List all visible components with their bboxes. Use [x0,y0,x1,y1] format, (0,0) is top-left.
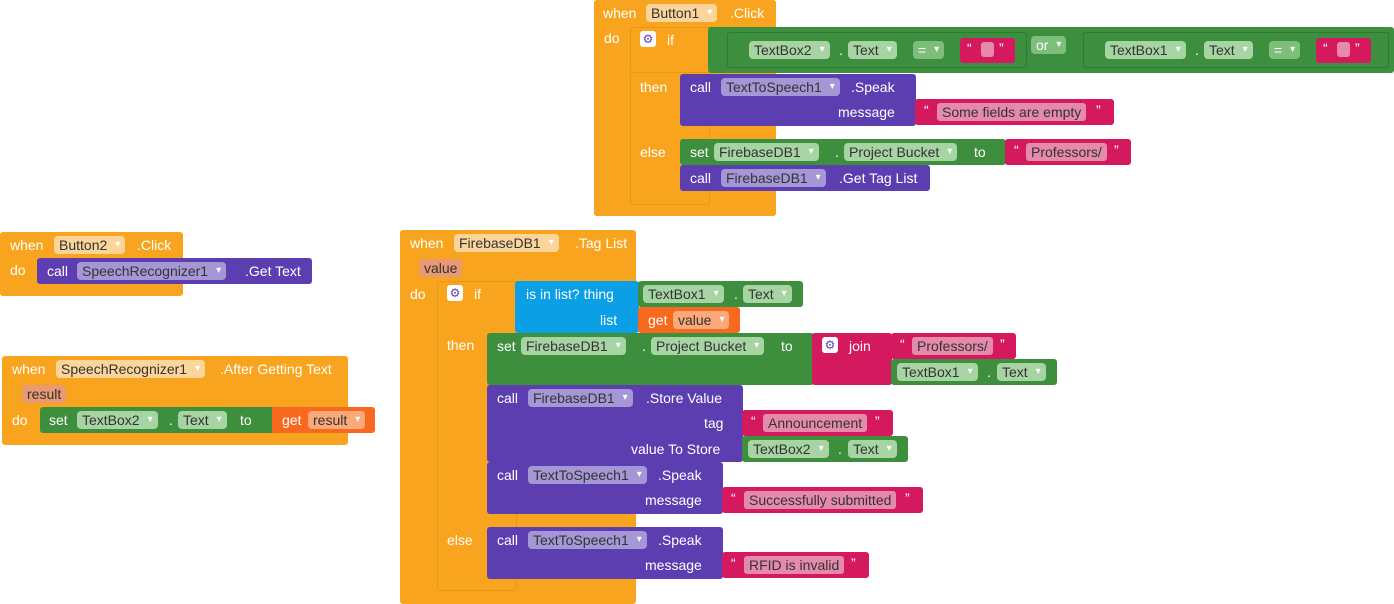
text-value[interactable]: Professors/ [1026,143,1107,161]
speech-recognizer-dropdown[interactable]: SpeechRecognizer1 [77,262,227,280]
equals-dropdown[interactable]: = [913,41,945,59]
text-value[interactable]: Professors/ [912,337,993,355]
project-bucket-dropdown[interactable]: Project Bucket [844,143,958,161]
text-prop-dropdown[interactable]: Text [848,41,897,59]
event-param-result[interactable]: result [22,385,67,403]
textbox2-dropdown[interactable]: TextBox2 [77,411,158,429]
do-label: do [604,30,620,46]
tts-dropdown[interactable]: TextToSpeech1 [528,531,647,549]
firebase-dropdown[interactable]: FirebaseDB1 [454,234,559,252]
text-value[interactable]: Successfully submitted [744,491,897,509]
text-prop-dropdown[interactable]: Text [1204,41,1253,59]
textbox1-dropdown[interactable]: TextBox1 [643,285,724,303]
equals-dropdown[interactable]: = [1269,41,1301,59]
event-name: .Click [730,5,765,21]
or-dropdown[interactable]: or [1031,36,1067,54]
textbox2-dropdown[interactable]: TextBox2 [748,440,829,458]
firebase-dropdown[interactable]: FirebaseDB1 [714,143,819,161]
event-param-value[interactable]: value [419,259,463,277]
firebase-dropdown[interactable]: FirebaseDB1 [721,169,826,187]
text-value[interactable]: Some fields are empty [937,103,1087,121]
value-variable-dropdown[interactable]: value [673,311,730,329]
tts-dropdown[interactable]: TextToSpeech1 [721,78,840,96]
text-value[interactable]: Announcement [763,414,868,432]
text-prop-dropdown[interactable]: Text [178,411,227,429]
empty-string [1337,42,1350,57]
if-label: if [667,32,674,48]
then-label: then [640,79,668,95]
firebase-dropdown[interactable]: FirebaseDB1 [528,389,633,407]
firebase-dropdown[interactable]: FirebaseDB1 [521,337,626,355]
empty-string [981,42,994,57]
textbox1-dropdown[interactable]: TextBox1 [897,363,978,381]
textbox1-dropdown[interactable]: TextBox1 [1105,41,1186,59]
is-in-list-block[interactable] [515,281,639,333]
text-prop-dropdown[interactable]: Text [997,363,1046,381]
tts-dropdown[interactable]: TextToSpeech1 [528,466,647,484]
project-bucket-dropdown[interactable]: Project Bucket [651,337,765,355]
speech-recognizer-dropdown[interactable]: SpeechRecognizer1 [56,360,206,378]
text-prop-dropdown[interactable]: Text [743,285,792,303]
button2-dropdown[interactable]: Button2 [54,236,126,254]
text-prop-dropdown[interactable]: Text [848,440,897,458]
when-label: when [603,5,637,21]
mutator-gear-icon[interactable]: ⚙ [822,337,838,353]
mutator-gear-icon[interactable]: ⚙ [447,285,463,301]
text-value[interactable]: RFID is invalid [744,556,845,574]
result-variable-dropdown[interactable]: result [308,411,366,429]
textbox2-dropdown[interactable]: TextBox2 [749,41,830,59]
else-label: else [640,144,666,160]
mutator-gear-icon[interactable]: ⚙ [640,31,656,47]
button1-dropdown[interactable]: Button1 [646,4,718,22]
